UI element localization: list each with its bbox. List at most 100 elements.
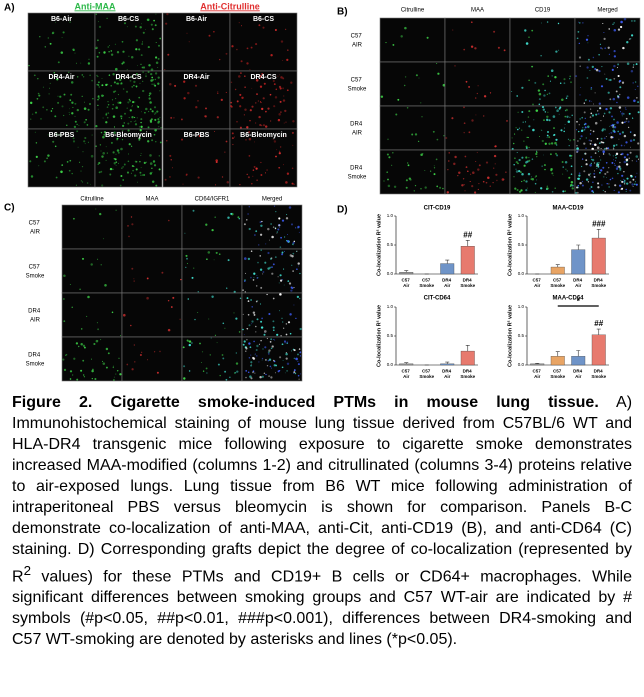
stain-dot xyxy=(114,158,117,161)
stain-dot xyxy=(583,128,586,131)
stain-dot xyxy=(97,84,100,86)
stain-dot xyxy=(274,256,277,259)
stain-dot xyxy=(247,313,250,316)
stain-dot xyxy=(590,162,592,165)
stain-dot xyxy=(140,23,143,25)
stain-dot xyxy=(261,220,263,223)
stain-dot xyxy=(632,66,634,68)
stain-dot xyxy=(266,293,268,296)
stain-dot xyxy=(531,29,534,32)
x-tick-label: DR4 Air xyxy=(573,277,583,288)
stain-dot xyxy=(247,131,251,134)
stain-dot xyxy=(623,134,627,138)
stain-dot xyxy=(577,177,580,180)
stain-dot xyxy=(584,153,586,155)
stain-dot xyxy=(149,108,152,111)
x-tick-label: C57 Smoke xyxy=(550,368,565,379)
stain-dot xyxy=(91,369,94,373)
stain-dot xyxy=(151,28,154,31)
stain-dot xyxy=(615,160,616,162)
stain-dot xyxy=(264,261,267,264)
stain-dot xyxy=(78,124,80,126)
stain-dot xyxy=(630,34,634,37)
stain-dot xyxy=(261,375,264,378)
micrograph xyxy=(241,292,303,338)
stain-dot xyxy=(245,376,247,379)
stain-dot xyxy=(583,102,585,104)
stain-dot xyxy=(141,111,142,113)
stain-dot xyxy=(559,106,562,109)
stain-dot xyxy=(285,323,288,325)
stain-dot xyxy=(589,143,592,145)
stain-dot xyxy=(277,276,279,278)
stain-dot xyxy=(284,372,286,374)
stain-dot xyxy=(598,142,601,145)
stain-dot xyxy=(89,183,91,185)
stain-dot xyxy=(157,121,160,124)
stain-dot xyxy=(157,67,159,68)
stain-dot xyxy=(613,146,615,148)
stain-dot xyxy=(42,86,44,88)
stain-dot xyxy=(249,346,252,349)
stain-dot xyxy=(530,178,533,181)
stain-dot xyxy=(107,104,110,106)
stain-dot xyxy=(283,250,286,252)
stain-dot xyxy=(429,170,432,172)
stain-dot xyxy=(69,378,72,380)
stain-dot xyxy=(293,240,296,243)
stain-dot xyxy=(266,337,269,340)
stain-dot xyxy=(174,84,177,87)
stain-dot xyxy=(142,89,145,93)
stain-dot xyxy=(387,178,389,181)
stain-dot xyxy=(267,107,270,110)
stain-dot xyxy=(291,182,294,185)
stain-dot xyxy=(57,101,60,104)
stain-dot xyxy=(617,130,620,133)
stain-dot xyxy=(386,171,389,174)
stain-dot xyxy=(224,151,226,153)
stain-dot xyxy=(592,103,594,105)
stain-dot xyxy=(621,180,624,183)
stain-dot xyxy=(72,140,76,143)
stain-dot xyxy=(184,232,186,234)
stain-dot xyxy=(602,128,605,131)
image-label: DR4-CS xyxy=(250,74,276,81)
stain-dot xyxy=(81,95,83,97)
stain-dot xyxy=(93,342,96,346)
stain-dot xyxy=(38,94,41,97)
stain-dot xyxy=(243,340,246,343)
row-label: DR4 Smoke xyxy=(26,352,45,367)
stain-dot xyxy=(135,168,138,171)
stain-dot xyxy=(74,115,76,117)
stain-dot xyxy=(607,46,610,49)
stain-dot xyxy=(131,267,134,270)
stain-dot xyxy=(489,185,491,187)
stain-dot xyxy=(231,137,234,140)
stain-dot xyxy=(435,158,438,161)
stain-dot xyxy=(612,144,616,147)
stain-dot xyxy=(95,13,98,16)
stain-dot xyxy=(120,82,123,85)
stain-dot xyxy=(214,334,216,336)
stain-dot xyxy=(503,178,505,180)
stain-dot xyxy=(625,163,629,166)
row-label: C57 AIR xyxy=(29,220,42,235)
stain-dot xyxy=(150,23,153,26)
stain-dot xyxy=(566,95,569,98)
micrograph xyxy=(121,248,183,294)
stain-dot xyxy=(516,152,518,153)
stain-dot xyxy=(411,133,414,136)
stain-dot xyxy=(37,77,39,80)
stain-dot xyxy=(118,17,121,20)
stain-dot xyxy=(629,151,632,154)
stain-dot xyxy=(271,367,273,369)
stain-dot xyxy=(155,61,159,64)
stain-dot xyxy=(281,219,285,222)
stain-dot xyxy=(191,342,193,344)
stain-dot xyxy=(611,68,614,71)
stain-dot xyxy=(612,23,614,25)
stain-dot xyxy=(628,38,631,40)
stain-dot xyxy=(148,97,151,100)
stain-dot xyxy=(604,128,607,131)
stain-dot xyxy=(188,41,190,43)
